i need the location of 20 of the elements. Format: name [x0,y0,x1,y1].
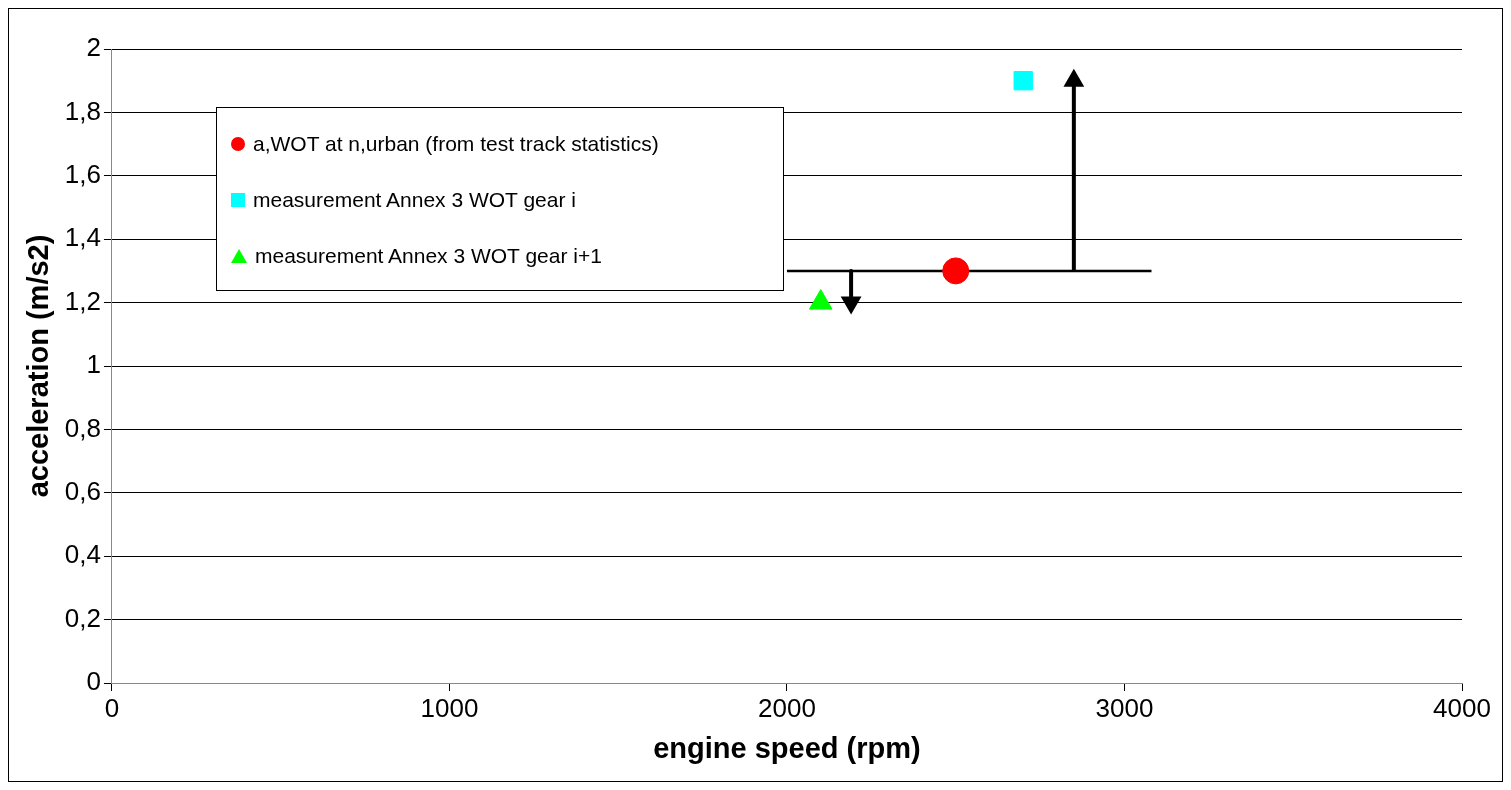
y-tick-label: 0,8 [64,412,101,443]
x-tick-label: 2000 [758,692,816,723]
legend-label: a,WOT at n,urban (from test track statistics) [253,132,659,156]
legend-label: measurement Annex 3 WOT gear i [253,188,576,212]
y-tick-label: 1,2 [64,285,101,316]
legend-label: measurement Annex 3 WOT gear i+1 [255,244,602,268]
x-tick-label: 3000 [1095,692,1154,723]
y-tick-label: 0,2 [64,602,101,633]
y-tick-label: 2 [86,32,101,63]
y-tick-label: 1,8 [64,95,101,126]
y-tick-label: 1,6 [64,158,101,189]
y-tick-label: 0,4 [64,539,101,570]
y-axis-title: acceleration (m/s2) [22,234,55,498]
y-tick-label: 0,6 [64,475,101,506]
x-axis-title: engine speed (rpm) [653,731,921,764]
x-tick-label: 1000 [420,692,479,723]
y-tick-label: 1,4 [64,222,101,253]
y-tick-label: 0 [86,666,101,697]
x-tick-label: 4000 [1433,692,1491,723]
y-tick-label: 1 [86,349,101,380]
